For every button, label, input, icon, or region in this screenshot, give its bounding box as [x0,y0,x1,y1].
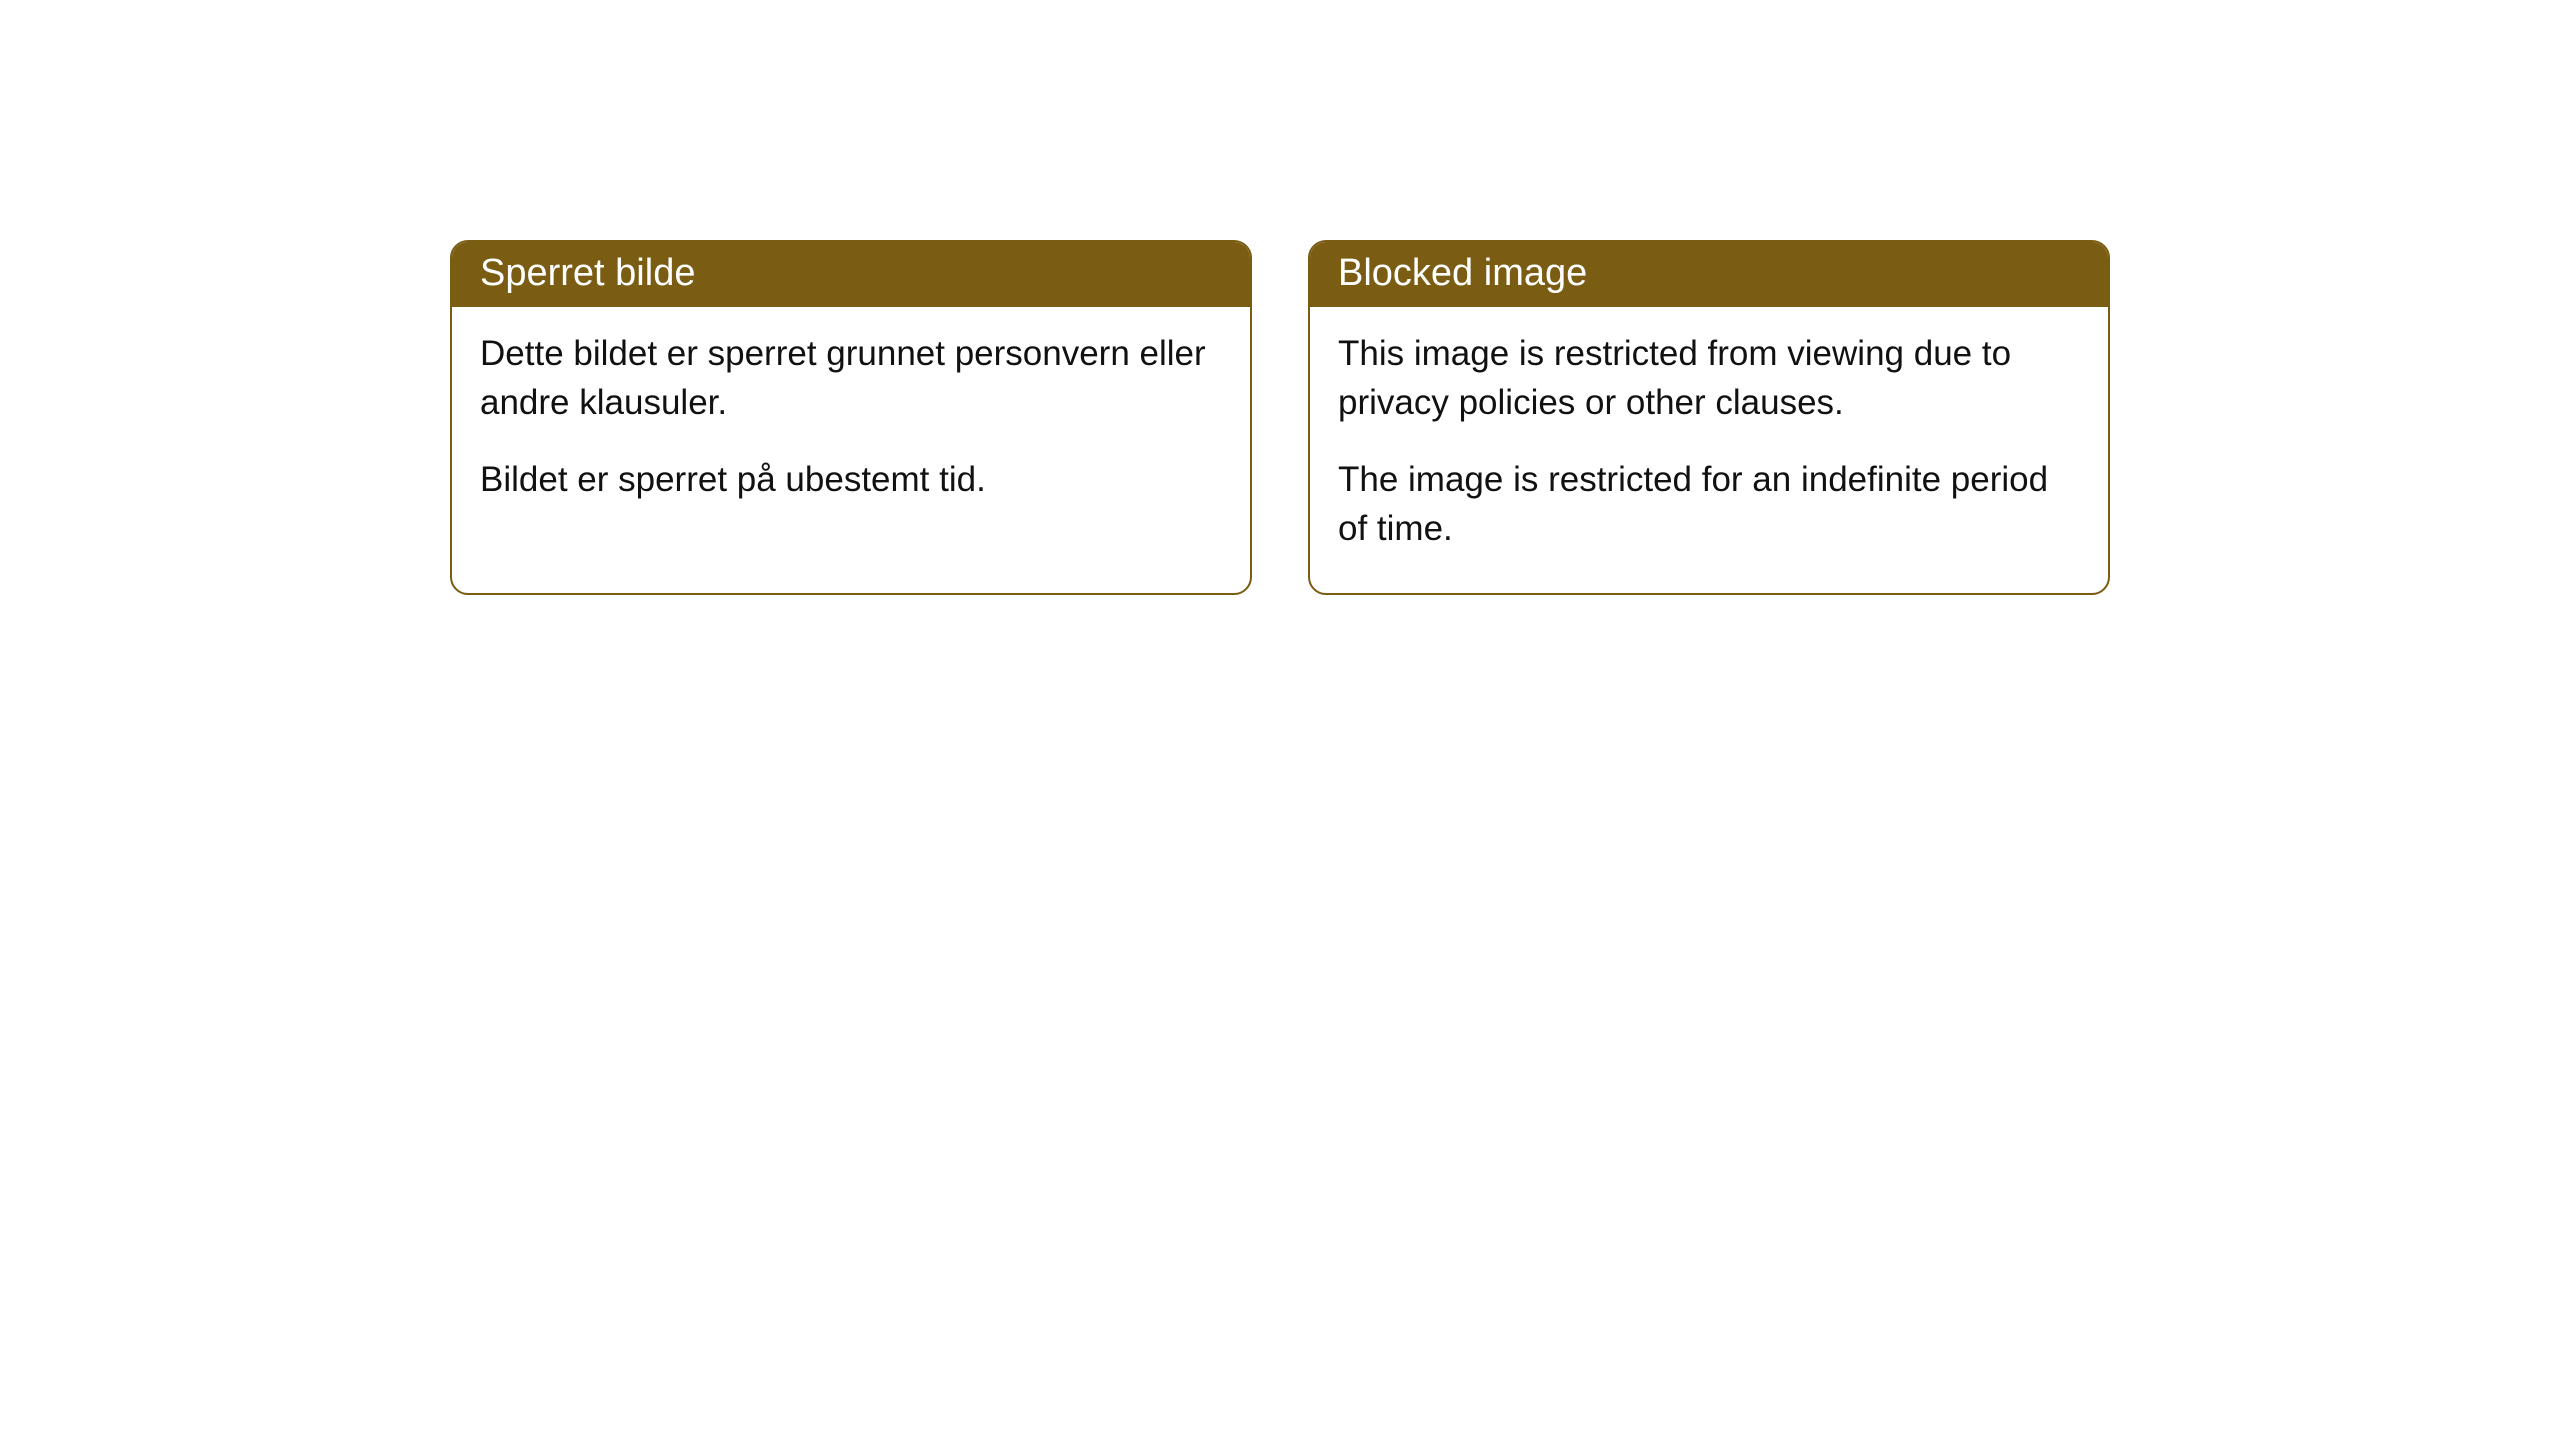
notice-card-english: Blocked image This image is restricted f… [1308,240,2110,595]
card-paragraph: This image is restricted from viewing du… [1338,329,2080,427]
card-header-norwegian: Sperret bilde [452,242,1250,307]
card-header-english: Blocked image [1310,242,2108,307]
notice-cards-container: Sperret bilde Dette bildet er sperret gr… [450,240,2110,595]
notice-card-norwegian: Sperret bilde Dette bildet er sperret gr… [450,240,1252,595]
card-title: Sperret bilde [480,252,695,294]
card-title: Blocked image [1338,252,1587,294]
card-body-norwegian: Dette bildet er sperret grunnet personve… [452,307,1250,544]
card-paragraph: Bildet er sperret på ubestemt tid. [480,455,1222,504]
card-paragraph: Dette bildet er sperret grunnet personve… [480,329,1222,427]
card-paragraph: The image is restricted for an indefinit… [1338,455,2080,553]
card-body-english: This image is restricted from viewing du… [1310,307,2108,593]
